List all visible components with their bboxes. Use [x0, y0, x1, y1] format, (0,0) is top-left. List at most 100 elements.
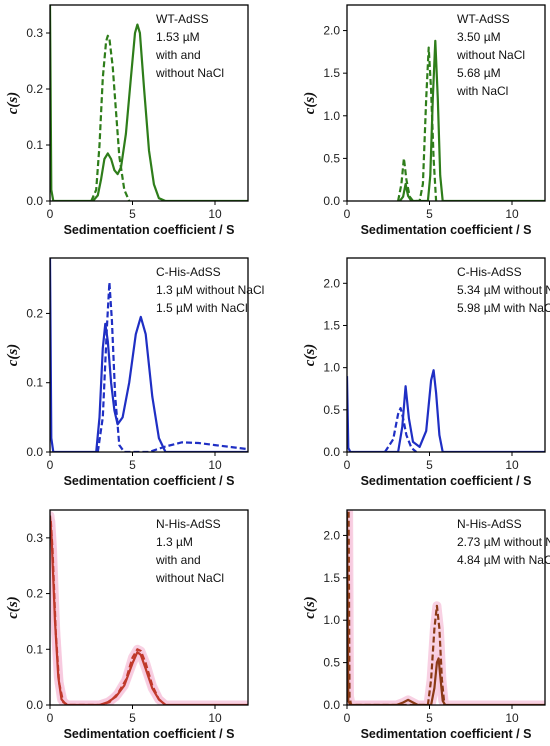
plot-frame: [49, 4, 249, 202]
annotation-line: with and: [155, 553, 201, 567]
y-axis-label: c(s): [5, 92, 21, 115]
plot-frame: [346, 509, 546, 706]
y-tick-label: 0.0: [26, 445, 43, 459]
y-tick-label: 0.2: [26, 82, 43, 96]
y-axis-label: c(s): [302, 92, 318, 115]
x-tick-label: 5: [129, 458, 136, 472]
annotation-line: N-His-AdSS: [156, 517, 221, 531]
x-tick-label: 0: [47, 711, 54, 725]
chart-panel-6: 0.0 0.5 1.0 1.5 2.0 0 5 10 Sedimentation coeffic…: [302, 509, 550, 741]
y-tick-label: 2.0: [323, 528, 340, 542]
series-line-dashed: [397, 46, 438, 201]
x-axis-label: Sedimentation coefficient / S: [361, 474, 532, 488]
annotation-line: 1.5 µM with NaCl: [156, 301, 248, 315]
y-tick-label: 0.2: [26, 587, 43, 601]
annotation-line: with NaCl: [456, 84, 508, 98]
annotation-line: 4.84 µM with NaCl: [457, 553, 550, 567]
plot-frame: [346, 257, 546, 453]
y-axis-label: c(s): [5, 344, 21, 367]
y-tick-label: 0.0: [323, 698, 340, 712]
x-tick-label: 5: [129, 711, 136, 725]
x-axis-label: Sedimentation coefficient / S: [64, 223, 235, 237]
x-tick-label: 10: [505, 458, 519, 472]
annotation-line: C-His-AdSS: [156, 265, 221, 279]
plot-frame: [49, 257, 249, 453]
y-tick-label: 0.0: [26, 194, 43, 208]
x-tick-label: 10: [505, 711, 519, 725]
y-tick-label: 1.0: [323, 361, 340, 375]
y-tick-label: 1.5: [323, 318, 340, 332]
annotation-line: without NaCl: [456, 48, 525, 62]
chart-panel-3: 0.0 0.1 0.2 0 5 10 Sedimentation coefficient /…: [5, 257, 264, 488]
annotation-line: 5.34 µM without NaCl: [457, 283, 550, 297]
plot-frame: [49, 509, 249, 706]
x-tick-label: 10: [208, 458, 222, 472]
y-tick-label: 0.1: [26, 138, 43, 152]
y-tick-label: 0.0: [26, 698, 43, 712]
annotation-line: C-His-AdSS: [457, 265, 522, 279]
series-line-solid: [398, 39, 545, 201]
chart-panel-4: 0.0 0.5 1.0 1.5 2.0 0 5 10 Sedimentation coeffic…: [302, 257, 550, 488]
series-line-solid: [347, 511, 545, 705]
annotation-line: WT-AdSS: [156, 12, 209, 26]
y-tick-label: 0.2: [26, 306, 43, 320]
x-tick-label: 0: [344, 711, 351, 725]
x-tick-label: 10: [505, 207, 519, 221]
annotation-line: without NaCl: [155, 66, 224, 80]
series-line-dashed: [96, 281, 248, 452]
x-axis-label: Sedimentation coefficient / S: [64, 727, 235, 741]
y-tick-label: 0.5: [323, 403, 340, 417]
annotation-line: 5.68 µM: [457, 66, 501, 80]
x-tick-label: 0: [47, 458, 54, 472]
annotation-line: with and: [155, 48, 201, 62]
y-tick-label: 2.0: [323, 24, 340, 38]
series-line-solid: [347, 369, 545, 452]
y-tick-label: 0.1: [26, 642, 43, 656]
annotation-line: 2.73 µM without NaCl: [457, 535, 550, 549]
y-tick-label: 0.3: [26, 531, 43, 545]
annotation-line: 5.98 µM with NaCl: [457, 301, 550, 315]
y-tick-label: 0.5: [323, 656, 340, 670]
series-line-dashed: [383, 407, 418, 452]
x-tick-label: 5: [129, 207, 136, 221]
series-line-dashed: [90, 34, 131, 201]
series-line-dashed: [347, 511, 446, 705]
y-tick-label: 0.5: [323, 151, 340, 165]
x-tick-label: 10: [208, 207, 222, 221]
x-axis-label: Sedimentation coefficient / S: [361, 223, 532, 237]
y-tick-label: 1.5: [323, 66, 340, 80]
x-tick-label: 5: [426, 207, 433, 221]
plot-frame: [346, 4, 546, 202]
y-tick-label: 1.0: [323, 613, 340, 627]
y-axis-label: c(s): [5, 596, 21, 619]
x-tick-label: 0: [344, 207, 351, 221]
series-line-solid: [50, 258, 248, 452]
series-line-dashed: [50, 521, 167, 705]
annotation-line: 1.3 µM without NaCl: [156, 283, 264, 297]
y-tick-label: 0.3: [26, 26, 43, 40]
annotation-line: WT-AdSS: [457, 12, 510, 26]
y-tick-label: 0.0: [323, 194, 340, 208]
chart-panel-1: 0.0 0.1 0.2 0.3 0 5 10 Sedimentation coefficien…: [5, 4, 249, 237]
x-axis-label: Sedimentation coefficient / S: [361, 727, 532, 741]
y-tick-label: 1.5: [323, 571, 340, 585]
y-axis-label: c(s): [302, 344, 318, 367]
x-tick-label: 5: [426, 711, 433, 725]
y-tick-label: 0.0: [323, 445, 340, 459]
annotation-line: 1.3 µM: [156, 535, 193, 549]
chart-panel-2: 0.0 0.5 1.0 1.5 2.0 0 5 10 Sedimentation coeffic…: [302, 4, 546, 237]
annotation-line: 1.53 µM: [156, 30, 200, 44]
annotation-line: without NaCl: [155, 571, 224, 585]
y-axis-label: c(s): [302, 596, 318, 619]
x-tick-label: 0: [344, 458, 351, 472]
x-tick-label: 10: [208, 711, 222, 725]
series-line-solid: [50, 5, 248, 201]
annotation-line: N-His-AdSS: [457, 517, 522, 531]
y-tick-label: 2.0: [323, 276, 340, 290]
chart-panel-5: 0.0 0.1 0.2 0.3 0 5 10 Sedimentation coefficien…: [5, 509, 249, 741]
y-tick-label: 0.1: [26, 376, 43, 390]
x-tick-label: 5: [426, 458, 433, 472]
annotation-line: 3.50 µM: [457, 30, 501, 44]
y-tick-label: 1.0: [323, 109, 340, 123]
